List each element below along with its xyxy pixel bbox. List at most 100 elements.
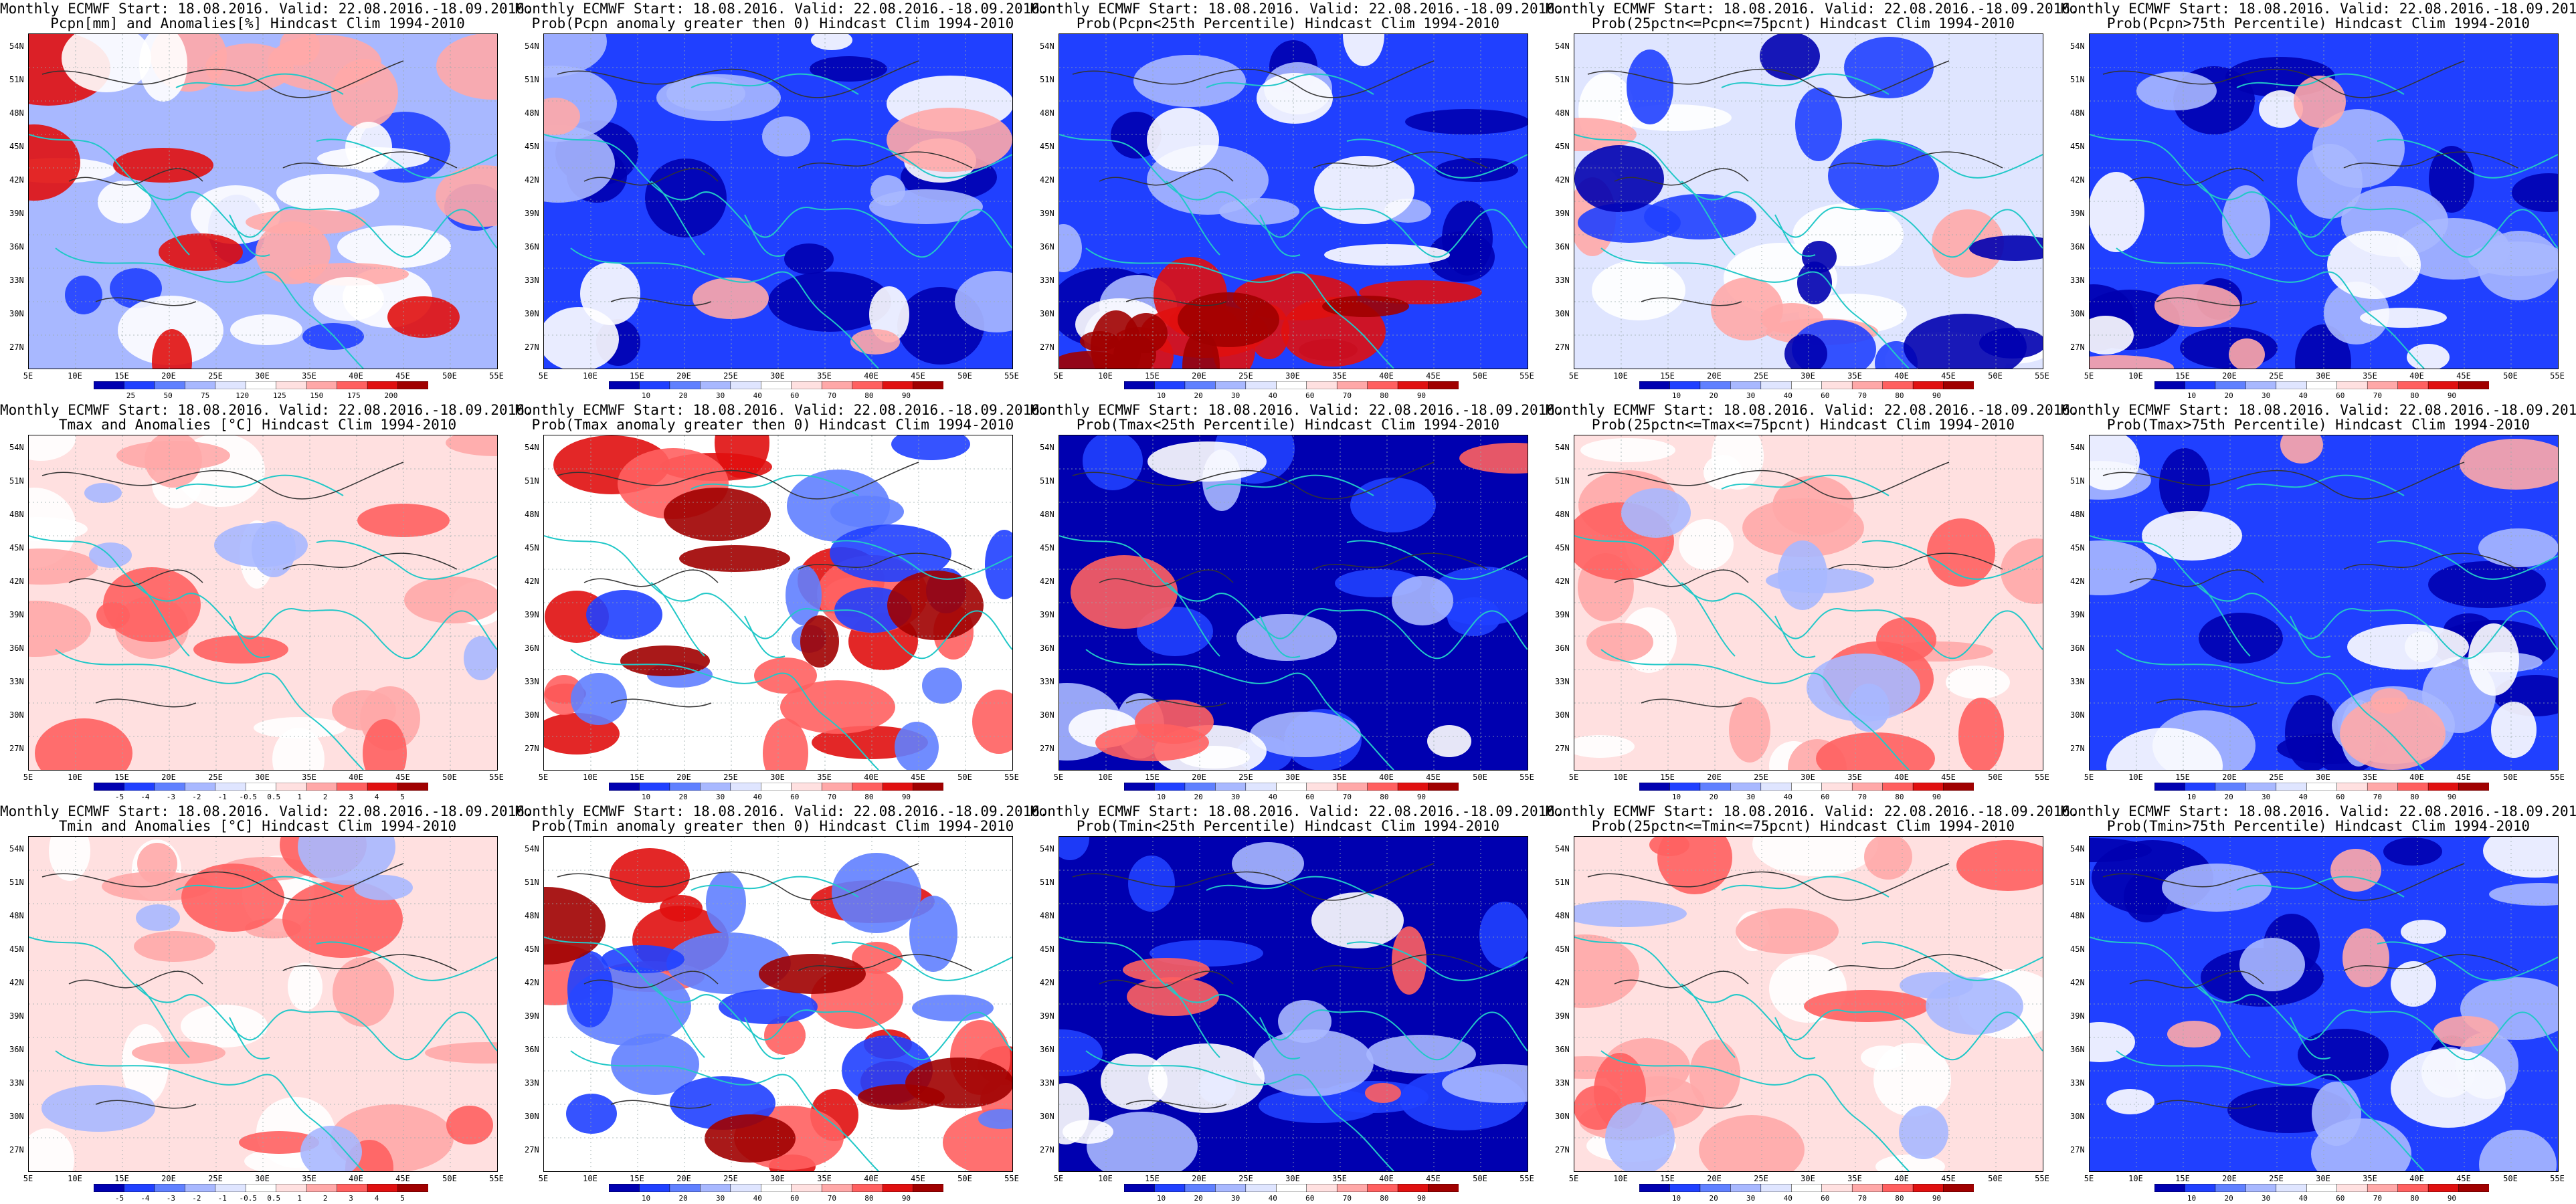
- panel-title-line1: Monthly ECMWF Start: 18.08.2016. Valid: …: [1030, 402, 1564, 418]
- lat-label: 45N: [2070, 543, 2085, 553]
- colorbar-tick-label: 40: [1783, 391, 1792, 400]
- panel-title-line2: Prob(25pctn<=Tmax<=75pcnt) Hindcast Clim…: [1591, 417, 2015, 433]
- colorbar-segment: [306, 1184, 338, 1192]
- lat-label: 54N: [1040, 844, 1054, 854]
- lon-label: 15E: [630, 371, 644, 381]
- colorbar-tick-label: 175: [347, 391, 361, 400]
- field-region: [288, 963, 323, 1011]
- lon-label: 40E: [1894, 1174, 1909, 1183]
- field-region: [810, 56, 887, 82]
- coastline: [2090, 474, 2558, 770]
- lat-label: 39N: [525, 1011, 539, 1021]
- lon-label: 10E: [1098, 773, 1113, 782]
- lon-label: 45E: [1941, 773, 1956, 782]
- lat-label: 51N: [1555, 476, 1570, 486]
- lon-label: 10E: [1613, 1174, 1628, 1183]
- field-region: [1729, 697, 1770, 763]
- field-region: [1101, 1054, 1168, 1110]
- colorbar: [94, 783, 428, 791]
- field-region: [544, 307, 619, 369]
- field-region: [887, 571, 984, 640]
- lat-label: 42N: [1555, 577, 1570, 586]
- lat-label: 48N: [2070, 510, 2085, 519]
- field-region: [2429, 146, 2474, 213]
- colorbar-tick-label: 70: [1342, 391, 1352, 400]
- coastline: [2090, 876, 2558, 1171]
- field-region: [1125, 313, 1168, 353]
- field-region: [41, 1085, 155, 1132]
- colorbar-tick-label: 10: [1156, 391, 1166, 400]
- lon-label: 25E: [1238, 371, 1253, 381]
- colorbar-tick-label: -1: [217, 793, 227, 801]
- lat-label: 33N: [2070, 1078, 2085, 1088]
- lat-label: 54N: [9, 443, 24, 452]
- lat-label: 48N: [9, 911, 24, 920]
- colorbar-tick-label: 20: [678, 1194, 688, 1203]
- lat-label: 30N: [525, 1112, 539, 1121]
- lat-label: 30N: [9, 710, 24, 720]
- colorbar-segment: [1124, 783, 1156, 791]
- colorbar-tick-label: 80: [864, 391, 874, 400]
- field-region: [132, 1041, 225, 1064]
- colorbar-segment: [1791, 381, 1823, 389]
- field-region: [1946, 666, 2010, 699]
- lon-label: 10E: [2128, 773, 2143, 782]
- field-region: [1236, 614, 1337, 661]
- lat-label: 48N: [1555, 911, 1570, 920]
- lon-label: 5E: [1568, 371, 1579, 381]
- lat-label: 39N: [1040, 209, 1054, 218]
- colorbar-segment: [1730, 1184, 1762, 1192]
- field-region: [2327, 231, 2421, 299]
- lon-label: 45E: [395, 371, 410, 381]
- colorbar-segment: [669, 381, 701, 389]
- field-region: [1804, 990, 1930, 1022]
- lon-label: 15E: [1660, 773, 1675, 782]
- colorbar-segment: [1336, 1184, 1368, 1192]
- colorbar-segment: [821, 381, 853, 389]
- colorbar-segment: [1882, 381, 1914, 389]
- colorbar-tick-label: 60: [790, 1194, 800, 1203]
- lon-label: 35E: [2363, 371, 2377, 381]
- colorbar-segment: [639, 783, 670, 791]
- field-region: [1059, 837, 1089, 860]
- colorbar-tick-label: 70: [827, 1194, 836, 1203]
- colorbar-tick-label: 70: [1857, 391, 1867, 400]
- lon-label: 35E: [1847, 773, 1862, 782]
- colorbar-segment: [367, 1184, 399, 1192]
- lon-label: 30E: [255, 1174, 270, 1183]
- lon-label: 25E: [1754, 371, 1768, 381]
- lat-label: 45N: [525, 543, 539, 553]
- lat-label: 54N: [1555, 844, 1570, 854]
- contour-line: [41, 60, 458, 306]
- lon-label: 20E: [676, 1174, 691, 1183]
- lon-label: 55E: [1004, 371, 1019, 381]
- lat-label: 45N: [2070, 944, 2085, 954]
- colorbar-segment: [215, 381, 247, 389]
- lon-label: 15E: [1145, 1174, 1160, 1183]
- colorbar-tick-label: 90: [1932, 793, 1942, 801]
- lat-label: 42N: [1555, 978, 1570, 987]
- colorbar-tick-label: 50: [163, 391, 173, 400]
- lon-label: 50E: [1473, 773, 1487, 782]
- lat-label: 33N: [1040, 1078, 1054, 1088]
- lon-label: 15E: [630, 1174, 644, 1183]
- lat-label: 33N: [1040, 677, 1054, 686]
- coastline: [1574, 876, 2043, 1171]
- field-region: [832, 853, 921, 933]
- lat-label: 39N: [2070, 209, 2085, 218]
- colorbar-segment: [1699, 783, 1732, 791]
- map-panel: Monthly ECMWF Start: 18.08.2016. Valid: …: [515, 803, 1048, 1204]
- colorbar-segment: [761, 381, 792, 389]
- lat-label: 48N: [1555, 108, 1570, 118]
- lat-label: 51N: [1040, 878, 1054, 887]
- field-region: [113, 148, 213, 183]
- lat-label: 39N: [2070, 610, 2085, 619]
- field-region: [2479, 1130, 2557, 1171]
- field-region: [811, 34, 852, 50]
- colorbar-segment: [1699, 381, 1732, 389]
- field-region: [159, 233, 243, 271]
- field-region: [1627, 49, 1673, 124]
- colorbar-segment: [913, 381, 943, 389]
- colorbar-tick-label: -0.5: [239, 793, 258, 801]
- field-region: [1442, 1064, 1528, 1103]
